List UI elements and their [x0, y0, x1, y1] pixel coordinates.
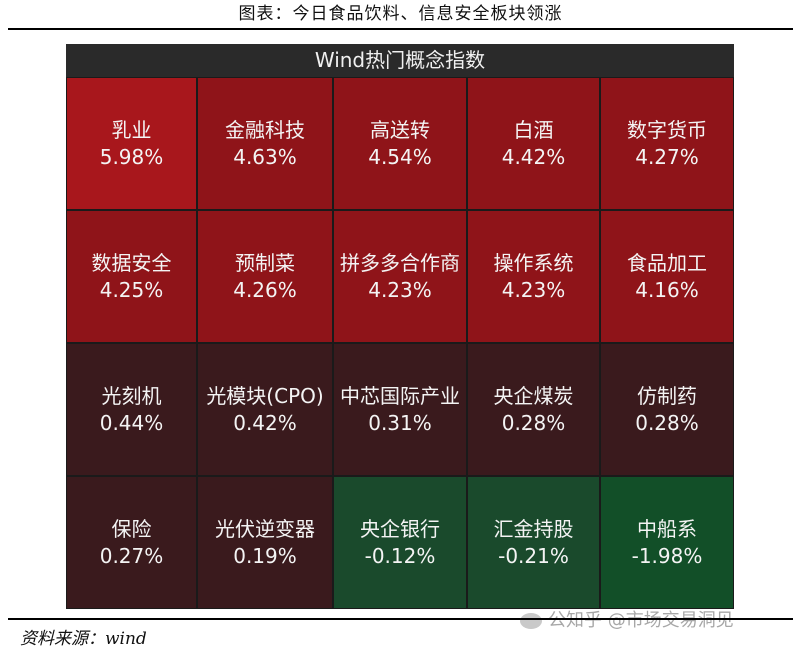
heatmap-cell: 中船系 -1.98% [600, 476, 734, 609]
heatmap-cell: 央企煤炭 0.28% [467, 343, 600, 476]
watermark: 公知乎 @市场交易洞见 [520, 606, 734, 632]
cell-name: 保险 [111, 516, 152, 541]
cell-name: 食品加工 [627, 250, 707, 275]
cell-name: 光模块(CPO) [206, 383, 324, 408]
heatmap-cell: 汇金持股 -0.21% [467, 476, 600, 609]
cell-name: 数据安全 [91, 250, 172, 275]
heatmap-title: Wind热门概念指数 [66, 44, 734, 77]
cell-value: -0.12% [364, 543, 436, 568]
heatmap-cell: 光伏逆变器 0.19% [197, 476, 333, 609]
cell-value: 4.25% [99, 277, 164, 302]
cell-name: 拼多多合作商 [340, 250, 460, 275]
cell-value: -1.98% [631, 543, 703, 568]
cell-name: 中船系 [637, 516, 697, 541]
cell-value: 0.28% [635, 410, 699, 435]
cell-value: 0.27% [99, 543, 164, 568]
heatmap-cell: 白酒 4.42% [467, 77, 600, 210]
cell-name: 金融科技 [225, 117, 305, 142]
heatmap-cell: 光刻机 0.44% [66, 343, 197, 476]
cell-value: 4.16% [635, 277, 699, 302]
cell-value: 0.44% [99, 410, 164, 435]
bottom-rule [8, 618, 793, 620]
zhihu-logo-icon [520, 613, 542, 629]
cell-value: 4.26% [233, 277, 297, 302]
cell-name: 央企煤炭 [493, 383, 574, 408]
cell-name: 预制菜 [235, 250, 295, 275]
cell-name: 仿制药 [637, 383, 697, 408]
heatmap-cell: 乳业 5.98% [66, 77, 197, 210]
cell-name: 高送转 [370, 117, 430, 142]
cell-name: 操作系统 [493, 250, 574, 275]
heatmap-cell: 保险 0.27% [66, 476, 197, 609]
heatmap-cell: 数字货币 4.27% [600, 77, 734, 210]
cell-value: 4.23% [501, 277, 566, 302]
watermark-text: 公知乎 @市场交易洞见 [548, 610, 734, 631]
cell-name: 光伏逆变器 [215, 516, 315, 541]
concept-index-heatmap: Wind热门概念指数 乳业 5.98% 金融科技 4.63% 高送转 4.54% 白酒 4.4… [66, 44, 734, 609]
cell-name: 光刻机 [101, 383, 162, 408]
heatmap-cell: 操作系统 4.23% [467, 210, 600, 343]
heatmap-cell: 央企银行 -0.12% [333, 476, 467, 609]
source-note: 资料来源：wind [20, 629, 147, 649]
heatmap-cell: 食品加工 4.16% [600, 210, 734, 343]
cell-name: 数字货币 [627, 117, 707, 142]
heatmap-cell: 拼多多合作商 4.23% [333, 210, 467, 343]
figure-caption: 图表：今日食品饮料、信息安全板块领涨 [238, 4, 563, 24]
cell-value: 0.19% [233, 543, 297, 568]
heatmap-cell: 高送转 4.54% [333, 77, 467, 210]
heatmap-cell: 预制菜 4.26% [197, 210, 333, 343]
top-rule [8, 28, 793, 30]
cell-value: 0.42% [233, 410, 297, 435]
cell-value: 4.27% [635, 144, 699, 169]
cell-value: -0.21% [498, 543, 569, 568]
heatmap-cell: 金融科技 4.63% [197, 77, 333, 210]
cell-name: 汇金持股 [493, 516, 574, 541]
heatmap-cell: 数据安全 4.25% [66, 210, 197, 343]
cell-value: 0.28% [501, 410, 566, 435]
cell-value: 4.54% [368, 144, 432, 169]
cell-value: 4.42% [501, 144, 566, 169]
heatmap-cell: 光模块(CPO) 0.42% [197, 343, 333, 476]
cell-name: 白酒 [513, 117, 554, 142]
heatmap-cell: 仿制药 0.28% [600, 343, 734, 476]
cell-name: 中芯国际产业 [340, 383, 460, 408]
cell-value: 5.98% [99, 144, 164, 169]
cell-value: 4.23% [368, 277, 432, 302]
heatmap-cell: 中芯国际产业 0.31% [333, 343, 467, 476]
cell-name: 央企银行 [360, 516, 440, 541]
cell-value: 0.31% [368, 410, 432, 435]
cell-value: 4.63% [233, 144, 297, 169]
cell-name: 乳业 [111, 117, 152, 142]
